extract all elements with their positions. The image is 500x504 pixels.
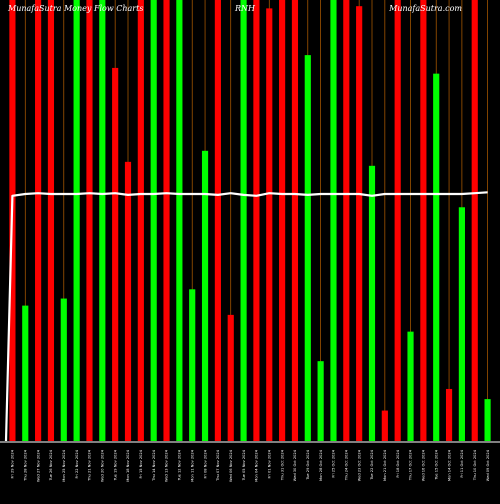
chart-ticker: RNH: [235, 4, 255, 13]
bar: [330, 0, 337, 441]
x-tick-label: Wed 30 Oct 2024: [293, 449, 297, 481]
x-tick-label: Wed 06 Nov 2024: [229, 449, 233, 482]
bar: [317, 361, 324, 441]
bar: [124, 161, 132, 442]
x-tick-label: Wed 16 Oct 2024: [422, 449, 426, 481]
x-tick-label: Thu 14 Nov 2024: [152, 449, 156, 482]
bar: [458, 207, 465, 441]
x-tick-label: Tue 22 Oct 2024: [370, 449, 374, 480]
bar: [433, 73, 440, 441]
bar: [266, 8, 273, 442]
x-tick-label: Tue 12 Nov 2024: [178, 449, 182, 481]
x-tick-label: Mon 21 Oct 2024: [383, 449, 387, 481]
chart-watermark: MunafaSutra.com: [389, 4, 462, 13]
x-tick-label: Fri 29 Nov 2024: [11, 449, 15, 478]
x-tick-label: Wed 23 Oct 2024: [357, 449, 361, 481]
bar: [420, 0, 427, 441]
x-tick-label: Fri 11 Oct 2024: [460, 449, 464, 477]
bar: [484, 399, 491, 441]
bar: [189, 289, 196, 441]
bar: [47, 0, 55, 441]
x-tick-label: Thu 21 Nov 2024: [88, 449, 92, 482]
bar: [73, 0, 80, 441]
bar: [368, 165, 376, 442]
bar: [279, 0, 286, 441]
bar: [445, 388, 453, 441]
bar: [35, 0, 42, 441]
bar: [214, 0, 221, 441]
bar: [201, 150, 209, 441]
x-tick-label: Thu 28 Nov 2024: [24, 449, 28, 482]
bar: [407, 331, 414, 441]
bar: [240, 0, 247, 441]
bar: [60, 298, 67, 441]
bar: [394, 0, 401, 441]
bar: [291, 0, 299, 441]
x-tick-label: Thu 10 Oct 2024: [473, 449, 477, 481]
x-tick-label: Mon 14 Oct 2024: [447, 449, 451, 481]
bar: [227, 314, 234, 441]
average-line: [4, 191, 488, 442]
x-tick-label: Wed 13 Nov 2024: [165, 449, 169, 482]
x-tick-label: Thu 07 Nov 2024: [216, 449, 220, 482]
x-tick-label: Tue 29 Oct 2024: [306, 449, 310, 480]
x-tick-label: Fri 08 Nov 2024: [203, 449, 207, 478]
x-tick-label: Fri 15 Nov 2024: [139, 449, 143, 478]
bar: [356, 6, 363, 441]
x-tick-label: Fri 01 Nov 2024: [268, 449, 272, 478]
x-tick-label: Fri 18 Oct 2024: [396, 449, 400, 477]
bar: [22, 305, 29, 441]
x-tick-label: Fri 25 Oct 2024: [332, 449, 336, 477]
x-tick-label: Mon 25 Nov 2024: [62, 449, 66, 481]
x-tick-label: Mon 28 Oct 2024: [319, 449, 323, 481]
x-tick-label: Tue 26 Nov 2024: [49, 449, 53, 481]
bar: [150, 0, 157, 441]
x-tick-label: Mon 11 Nov 2024: [190, 449, 194, 481]
bar: [86, 0, 93, 441]
chart-title: MunafaSutra Money Flow Charts: [8, 4, 144, 13]
bar: [253, 0, 260, 441]
x-tick-label: Wed 20 Nov 2024: [101, 449, 105, 482]
x-tick-label: Mon 18 Nov 2024: [126, 449, 130, 481]
x-tick-label: Mon 04 Nov 2024: [255, 449, 259, 481]
bar: [176, 0, 183, 441]
x-tick-label: Tue 05 Nov 2024: [242, 449, 246, 481]
bar: [304, 55, 311, 441]
bar: [343, 0, 350, 441]
bar: [163, 0, 170, 441]
bar: [99, 0, 106, 441]
bar: [471, 0, 478, 441]
bar: [381, 410, 388, 441]
x-tick-label: Thu 24 Oct 2024: [345, 449, 349, 481]
x-tick-label: Tue 15 Oct 2024: [434, 449, 438, 480]
bar: [137, 0, 144, 441]
x-tick-label: Wed 27 Nov 2024: [36, 449, 40, 482]
x-tick-label: Tue 19 Nov 2024: [113, 449, 117, 481]
bar: [112, 67, 119, 441]
x-tick-label: Wed 09 Oct 2024: [486, 449, 490, 481]
x-tick-label: Thu 31 Oct 2024: [280, 449, 284, 481]
x-tick-label: Thu 17 Oct 2024: [409, 449, 413, 481]
x-tick-label: Fri 22 Nov 2024: [75, 449, 79, 478]
